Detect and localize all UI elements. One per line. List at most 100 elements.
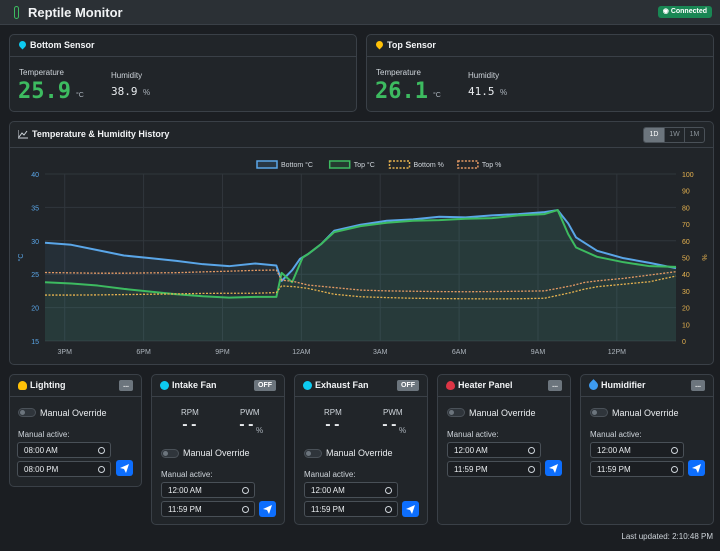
clock-icon (385, 506, 392, 513)
last-updated: Last updated: 2:10:48 PM (621, 532, 713, 541)
y-left-tick-label: 35 (31, 205, 39, 212)
temperature-unit: °C (433, 92, 441, 99)
temperature-label: Temperature (19, 68, 64, 77)
connection-badge: ◉ Connected (657, 6, 712, 18)
card-header: Exhaust Fan OFF (295, 375, 427, 397)
pwm-value: -- (381, 418, 399, 433)
humidifier-card: Humidifier ... Manual Override Manual ac… (580, 374, 714, 525)
end-time-input[interactable]: 11:59 PM (304, 501, 398, 517)
send-button[interactable] (402, 501, 419, 517)
temperature-label: Temperature (376, 68, 421, 77)
end-time-value: 11:59 PM (311, 505, 345, 514)
humidity-value: 38.9 (111, 85, 138, 98)
send-button[interactable] (116, 460, 133, 476)
end-time-value: 11:59 PM (597, 465, 631, 474)
humidity-unit: % (500, 88, 508, 97)
card-header: Temperature & Humidity History 1D 1W 1M (10, 122, 713, 148)
manual-override-toggle[interactable] (447, 408, 465, 417)
rpm-value: -- (324, 418, 342, 433)
y-right-tick-label: 90 (682, 189, 690, 196)
card-header: Lighting ... (10, 375, 141, 397)
x-tick-label: 3PM (58, 349, 73, 356)
manual-override-toggle[interactable] (304, 449, 322, 458)
end-time-input[interactable]: 11:59 PM (161, 501, 255, 517)
location-pin-icon (374, 39, 385, 50)
y-right-tick-label: 50 (682, 256, 690, 263)
top-sensor-card: Top Sensor Temperature 26.1 °C Humidity … (366, 34, 714, 112)
clock-icon (385, 487, 392, 494)
send-icon (692, 464, 701, 473)
end-time-input[interactable]: 08:00 PM (17, 461, 111, 477)
range-1w-button[interactable]: 1W (664, 128, 684, 142)
end-time-input[interactable]: 11:59 PM (447, 461, 541, 477)
fan-icon (160, 381, 169, 390)
y-left-tick-label: 30 (31, 239, 39, 246)
manual-override-label: Manual Override (469, 408, 536, 418)
manual-active-label: Manual active: (590, 430, 642, 439)
start-time-input[interactable]: 12:00 AM (447, 442, 541, 458)
clock-icon (98, 447, 105, 454)
y-right-tick-label: 80 (682, 205, 690, 212)
status-badge: ... (119, 380, 133, 391)
exhaust-fan-card: Exhaust Fan OFF RPM PWM -- -- % Manual O… (294, 374, 428, 525)
humidity-label: Humidity (468, 71, 500, 80)
send-icon (120, 464, 129, 473)
lighting-card: Lighting ... Manual Override Manual acti… (9, 374, 142, 487)
status-badge: OFF (254, 380, 276, 391)
y-right-tick-label: 70 (682, 222, 690, 229)
clock-icon (671, 466, 678, 473)
y-right-tick-label: 60 (682, 239, 690, 246)
wifi-icon: ◉ (662, 8, 671, 15)
start-time-value: 08:00 AM (24, 446, 58, 455)
pwm-value: -- (238, 418, 256, 433)
clock-icon (528, 466, 535, 473)
manual-override-label: Manual Override (40, 408, 107, 418)
manual-override-label: Manual Override (612, 408, 679, 418)
pwm-unit: % (256, 426, 264, 435)
y-right-tick-label: 10 (682, 322, 690, 329)
start-time-input[interactable]: 12:00 AM (161, 482, 255, 498)
end-time-value: 11:59 PM (168, 505, 202, 514)
send-icon (406, 505, 415, 514)
y-right-tick-label: 40 (682, 272, 690, 279)
y-right-tick-label: 30 (682, 289, 690, 296)
y-right-tick-label: 20 (682, 306, 690, 313)
history-chart: 15 20 25 30 35 40 0 10 20 30 40 50 60 70 80 90 100 3PM 6PM… (17, 160, 707, 356)
start-time-input[interactable]: 12:00 AM (304, 482, 398, 498)
bottom-sensor-card: Bottom Sensor Temperature 25.9 °C Humidi… (9, 34, 357, 112)
legend-swatch (457, 160, 479, 169)
heater-panel-card: Heater Panel ... Manual Override Manual … (437, 374, 571, 525)
manual-override-toggle[interactable] (18, 408, 36, 417)
x-tick-label: 6PM (136, 349, 151, 356)
rpm-value: -- (181, 418, 199, 433)
send-button[interactable] (688, 460, 705, 476)
legend-label: Bottom °C (281, 161, 313, 169)
manual-override-toggle[interactable] (590, 408, 608, 417)
connection-status: Connected (670, 8, 707, 15)
card-title: Exhaust Fan (315, 380, 369, 390)
bulb-icon (18, 381, 27, 390)
location-pin-icon (17, 39, 28, 50)
range-1m-button[interactable]: 1M (684, 128, 704, 142)
send-button[interactable] (259, 501, 276, 517)
series-area (45, 210, 676, 341)
x-tick-label: 3AM (373, 349, 388, 356)
end-time-input[interactable]: 11:59 PM (590, 461, 684, 477)
series-line (45, 275, 677, 300)
end-time-value: 11:59 PM (454, 465, 488, 474)
y-left-tick-label: 40 (31, 172, 39, 179)
temperature-value: 26.1 (375, 79, 428, 104)
clock-icon (671, 447, 678, 454)
range-1d-button[interactable]: 1D (644, 128, 664, 142)
manual-override-toggle[interactable] (161, 449, 179, 458)
manual-override-label: Manual Override (183, 448, 250, 458)
pwm-unit: % (399, 426, 407, 435)
start-time-input[interactable]: 12:00 AM (590, 442, 684, 458)
card-header: Top Sensor (367, 35, 713, 57)
manual-active-label: Manual active: (161, 470, 213, 479)
pwm-label: PWM (383, 408, 403, 417)
manual-override-label: Manual Override (326, 448, 393, 458)
start-time-input[interactable]: 08:00 AM (17, 442, 111, 458)
send-button[interactable] (545, 460, 562, 476)
status-badge: ... (548, 380, 562, 391)
